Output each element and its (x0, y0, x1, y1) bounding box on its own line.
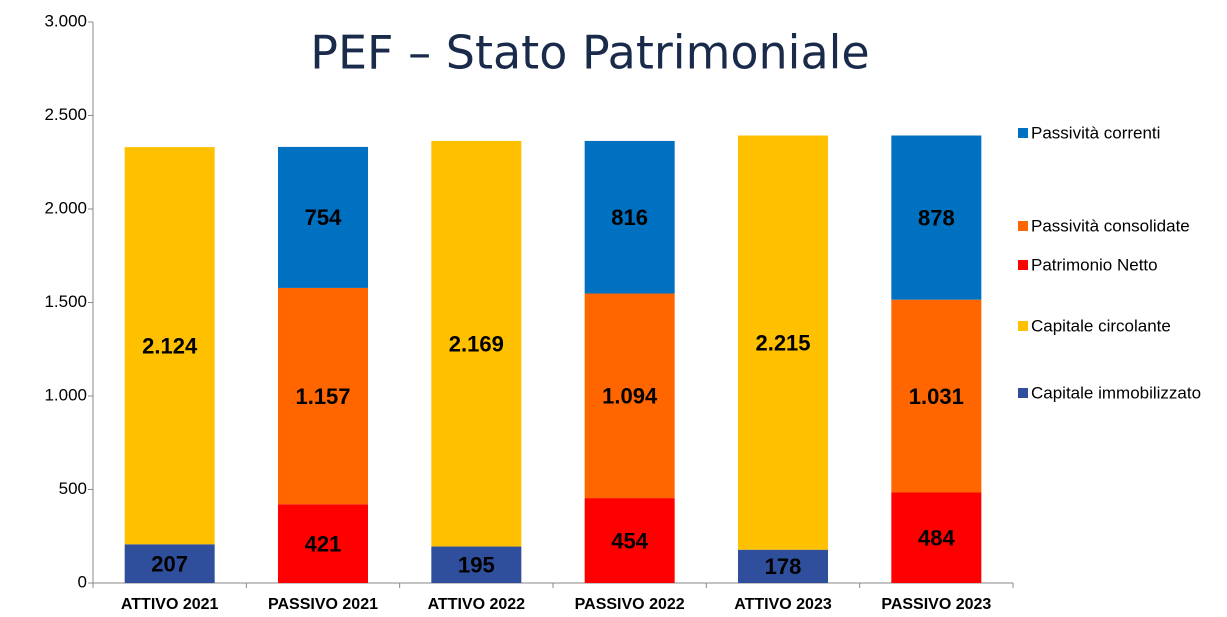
chart-title: PEF – Stato Patrimoniale (310, 26, 869, 80)
legend-label: Capitale immobilizzato (1031, 383, 1201, 402)
y-tick-label: 3.000 (44, 11, 87, 30)
legend-label: Capitale circolante (1031, 316, 1171, 335)
x-tick-label: PASSIVO 2021 (268, 596, 378, 613)
y-tick-label: 1.500 (44, 292, 87, 311)
bar-segment (278, 287, 368, 505)
data-label: 878 (918, 205, 955, 230)
legend-label: Patrimonio Netto (1031, 255, 1158, 274)
y-tick-label: 0 (78, 572, 87, 591)
data-label: 2.124 (142, 334, 198, 359)
legend-swatch (1018, 388, 1028, 398)
bar-segment (891, 492, 982, 583)
legend-swatch (1018, 128, 1028, 138)
bar-segment (584, 498, 675, 583)
bar-segment (584, 293, 675, 499)
legend-label: Passività consolidate (1031, 216, 1190, 235)
bar-segment (584, 140, 675, 294)
x-tick-label: ATTIVO 2022 (428, 596, 526, 613)
data-label: 1.031 (909, 384, 964, 409)
data-label: 207 (151, 551, 188, 576)
data-label: 178 (765, 554, 802, 579)
data-label: 2.215 (755, 330, 810, 355)
bar-segment (891, 299, 982, 493)
bar-segment (738, 549, 828, 583)
bar-segment (431, 140, 522, 547)
data-label: 1.094 (602, 384, 658, 409)
x-tick-label: PASSIVO 2022 (575, 596, 685, 613)
x-tick-label: ATTIVO 2023 (734, 596, 832, 613)
bar-segment (124, 544, 215, 583)
data-label: 195 (458, 553, 495, 578)
data-label: 816 (611, 205, 648, 230)
bar-segment (891, 135, 982, 300)
bar-segment (738, 135, 828, 550)
data-label: 484 (918, 526, 955, 551)
bar-segment (431, 546, 522, 583)
y-tick-label: 500 (59, 479, 87, 498)
legend-swatch (1018, 321, 1028, 331)
data-label: 421 (305, 531, 342, 556)
x-tick-label: PASSIVO 2023 (881, 596, 991, 613)
legend-swatch (1018, 221, 1028, 231)
bar-segment (124, 147, 215, 545)
data-label: 754 (305, 205, 342, 230)
data-label: 454 (611, 528, 648, 553)
data-label: 1.157 (295, 384, 350, 409)
legend-swatch (1018, 260, 1028, 270)
y-tick-label: 1.000 (44, 385, 87, 404)
legend-label: Passività correnti (1031, 123, 1160, 142)
y-tick-label: 2.500 (44, 105, 87, 124)
data-label: 2.169 (449, 332, 504, 357)
bar-segment (278, 504, 368, 583)
bar-segment (278, 146, 368, 288)
y-tick-label: 2.000 (44, 198, 87, 217)
x-tick-label: ATTIVO 2021 (121, 596, 219, 613)
